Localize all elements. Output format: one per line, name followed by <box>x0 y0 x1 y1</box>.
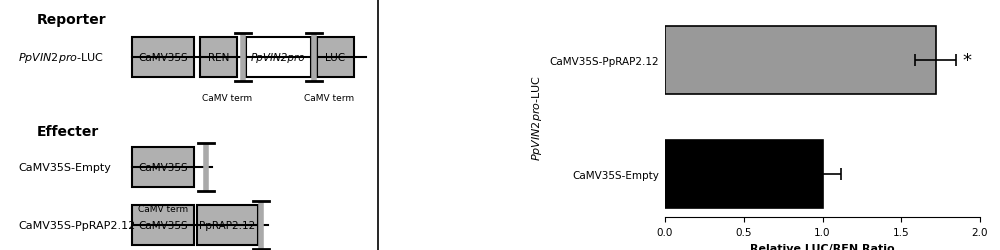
Text: REN: REN <box>208 52 229 62</box>
Bar <box>197 205 258 245</box>
Bar <box>200 38 237 78</box>
Text: Effecter: Effecter <box>37 125 99 139</box>
Text: CaMV35S: CaMV35S <box>138 220 188 230</box>
Text: PpRAP2.12: PpRAP2.12 <box>199 220 256 230</box>
Bar <box>665 26 936 95</box>
Text: CaMV35S-Empty: CaMV35S-Empty <box>18 162 111 172</box>
Bar <box>132 205 194 245</box>
Bar <box>132 148 194 188</box>
Text: $\mathit{PpVIN2pro}$-LUC: $\mathit{PpVIN2pro}$-LUC <box>18 50 104 64</box>
Bar <box>317 38 354 78</box>
Bar <box>246 38 311 78</box>
Text: CaMV35S: CaMV35S <box>138 52 188 62</box>
Text: Reporter: Reporter <box>37 12 107 26</box>
Y-axis label: $\mathit{PpVIN2pro}$-LUC: $\mathit{PpVIN2pro}$-LUC <box>530 75 544 160</box>
Text: CaMV term: CaMV term <box>304 94 354 103</box>
Text: PpVIN2pro: PpVIN2pro <box>251 52 306 62</box>
X-axis label: Relative LUC/REN Ratio: Relative LUC/REN Ratio <box>750 243 895 250</box>
Bar <box>132 38 194 78</box>
Text: CaMV term: CaMV term <box>202 94 253 103</box>
Text: CaMV35S: CaMV35S <box>138 162 188 172</box>
Text: LUC: LUC <box>325 52 345 62</box>
Text: CaMV term: CaMV term <box>138 204 188 213</box>
Text: CaMV35S-PpRAP2.12: CaMV35S-PpRAP2.12 <box>18 220 136 230</box>
Text: *: * <box>963 52 972 70</box>
Bar <box>665 140 822 208</box>
